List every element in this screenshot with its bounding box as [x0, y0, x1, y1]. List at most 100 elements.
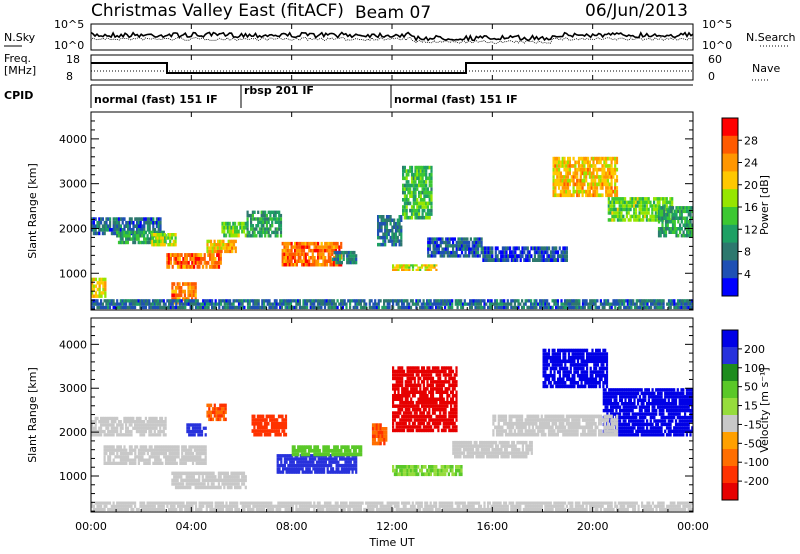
heatmap-cell: [432, 247, 435, 251]
heatmap-cell: [251, 418, 254, 422]
heatmap-cell: [180, 482, 183, 486]
heatmap-cell: [640, 200, 643, 205]
heatmap-cell: [112, 451, 115, 456]
heatmap-cell: [579, 167, 582, 172]
heatmap-cell: [258, 227, 261, 231]
heatmap-cell: [392, 264, 395, 267]
heatmap-cell: [168, 451, 171, 456]
heatmap-cell: [617, 302, 620, 306]
heatmap-cell: [535, 302, 538, 306]
heatmap-cell: [399, 366, 402, 370]
heatmap-cell: [128, 458, 131, 462]
heatmap-cell: [181, 451, 184, 456]
heatmap-cell: [107, 302, 110, 306]
heatmap-cell: [292, 463, 295, 468]
heatmap-cell: [206, 403, 209, 408]
heatmap-cell: [673, 223, 676, 227]
heatmap-cell: [114, 302, 117, 306]
heatmap-cell: [654, 218, 657, 222]
heatmap-cell: [98, 287, 101, 292]
heatmap-cell: [279, 414, 282, 419]
heatmap-cell: [197, 448, 200, 452]
heatmap-cell: [210, 403, 213, 408]
heatmap-cell: [125, 448, 128, 452]
heatmap-cell: [417, 414, 420, 419]
heatmap-cell: [251, 210, 254, 214]
heatmap-cell: [229, 305, 232, 310]
heatmap-cell: [313, 248, 316, 253]
heatmap-cell: [415, 390, 418, 394]
heatmap-cell: [478, 244, 481, 248]
heatmap-cell: [563, 160, 566, 165]
heatmap-cell: [278, 220, 281, 224]
heatmap-cell: [182, 461, 186, 465]
heatmap-cell: [413, 369, 416, 374]
heatmap-cell: [334, 302, 337, 306]
heatmap-cell: [253, 210, 256, 214]
heatmap-cell: [128, 217, 131, 221]
nsky-trace: [90, 31, 694, 44]
heatmap-cell: [269, 414, 272, 419]
heatmap-cell: [462, 237, 465, 241]
heatmap-cell: [331, 257, 334, 261]
heatmap-cell: [637, 299, 640, 303]
heatmap-cell: [533, 302, 536, 306]
heatmap-cell: [101, 302, 104, 306]
heatmap-cell: [92, 305, 95, 310]
heatmap-cell: [444, 247, 448, 251]
heatmap-cell: [524, 302, 527, 306]
heatmap-cell: [377, 441, 380, 446]
heatmap-cell: [324, 245, 327, 249]
heatmap-cell: [153, 299, 156, 303]
heatmap-cell: [618, 200, 621, 205]
heatmap-cell: [629, 218, 632, 222]
title-date: 06/Jun/2013: [585, 1, 688, 21]
heatmap-cell: [425, 176, 428, 181]
heatmap-cell: [114, 461, 117, 465]
heatmap-cell: [315, 467, 319, 471]
heatmap-cell: [677, 220, 680, 224]
heatmap-cell: [232, 475, 235, 479]
heatmap-cell: [248, 230, 251, 235]
heatmap-cell: [295, 259, 298, 263]
heatmap-cell: [422, 421, 425, 426]
heatmap-cell: [314, 457, 317, 461]
heatmap-cell: [671, 299, 674, 303]
heatmap-cell: [230, 482, 233, 486]
heatmap-cell: [96, 294, 99, 298]
heatmap-cell: [581, 189, 584, 194]
heatmap-cell: [119, 423, 122, 427]
heatmap-cell: [170, 236, 174, 240]
heatmap-cell: [404, 425, 407, 429]
heatmap-cell: [422, 380, 425, 384]
heatmap-cell: [269, 234, 272, 238]
heatmap-cell: [603, 302, 606, 306]
heatmap-cell: [292, 252, 295, 256]
heatmap-cell: [112, 224, 115, 228]
heatmap-cell: [306, 263, 309, 267]
heatmap-cell: [482, 254, 485, 259]
heatmap-cell: [426, 190, 429, 195]
heatmap-cell: [143, 420, 146, 424]
heatmap-cell: [587, 160, 590, 165]
heatmap-cell: [258, 234, 261, 238]
heatmap-cell: [581, 167, 584, 172]
heatmap-cell: [448, 376, 451, 381]
heatmap-cell: [118, 224, 121, 228]
heatmap-cell: [431, 400, 435, 405]
heatmap-cell: [163, 445, 166, 449]
heatmap-cell: [290, 248, 293, 253]
heatmap-cell: [402, 421, 406, 426]
heatmap-cell: [412, 194, 415, 198]
heatmap-cell: [459, 247, 462, 251]
heatmap-cell: [227, 302, 230, 306]
heatmap-cell: [356, 305, 359, 310]
heatmap-cell: [451, 418, 454, 422]
heatmap-cell: [670, 220, 673, 224]
heatmap-cell: [385, 225, 389, 229]
heatmap-cell: [235, 478, 238, 483]
heatmap-cell: [343, 445, 347, 449]
heatmap-cell: [649, 204, 652, 208]
heatmap-cell: [223, 225, 226, 230]
heatmap-cell: [588, 160, 591, 165]
